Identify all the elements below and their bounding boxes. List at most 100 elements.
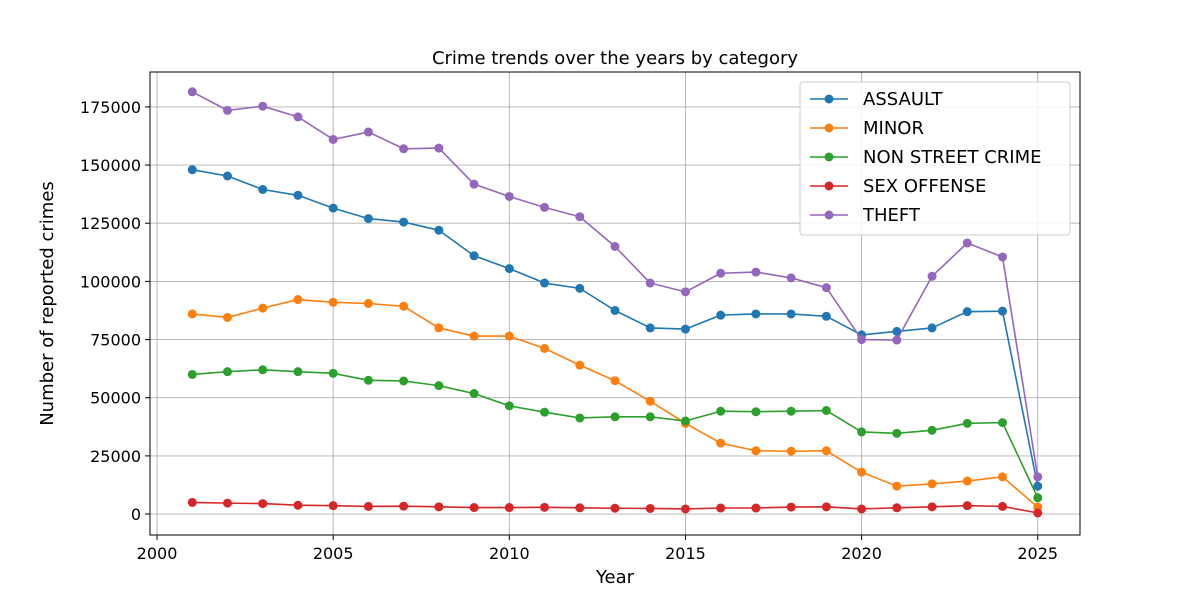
- data-point-non-street-crime: [962, 418, 972, 428]
- data-point-non-street-crime: [293, 367, 303, 377]
- data-point-minor: [469, 331, 479, 341]
- legend-item-theft: THEFT: [810, 205, 921, 226]
- axis-ticks: 2000 2005 2010 2015 2020 2025 0 25000 50000 75000…: [80, 98, 1058, 563]
- data-point-sex-offense: [363, 501, 373, 511]
- data-point-minor: [187, 309, 197, 319]
- data-point-sex-offense: [927, 502, 937, 512]
- data-point-non-street-crime: [258, 365, 268, 375]
- data-point-theft: [187, 87, 197, 97]
- data-point-theft: [540, 202, 550, 212]
- data-point-non-street-crime: [645, 412, 655, 422]
- data-point-non-street-crime: [504, 401, 514, 411]
- data-point-theft: [610, 241, 620, 251]
- data-point-sex-offense: [328, 501, 338, 511]
- data-point-non-street-crime: [469, 389, 479, 399]
- legend-item-non-street-crime: NON STREET CRIME: [810, 147, 1042, 168]
- x-tick-label: 2000: [137, 544, 178, 563]
- legend: ASSAULT MINOR NON STREET CRIME SEX OFFENSE T…: [799, 81, 1071, 236]
- legend-marker: [824, 123, 834, 133]
- chart-title: Crime trends over the years by category: [432, 48, 798, 69]
- data-point-minor: [857, 467, 867, 477]
- data-point-non-street-crime: [328, 368, 338, 378]
- series-assault: [187, 165, 1043, 491]
- data-point-minor: [962, 476, 972, 486]
- data-point-sex-offense: [751, 503, 761, 513]
- data-point-minor: [575, 360, 585, 370]
- data-point-assault: [821, 311, 831, 321]
- data-point-non-street-crime: [399, 376, 409, 386]
- data-point-minor: [998, 472, 1007, 482]
- data-point-theft: [857, 335, 867, 345]
- data-point-minor: [434, 323, 444, 333]
- data-point-sex-offense: [892, 503, 902, 513]
- data-point-minor: [927, 479, 937, 489]
- data-point-assault: [258, 184, 268, 194]
- data-point-theft: [575, 212, 585, 222]
- data-point-non-street-crime: [998, 418, 1007, 428]
- data-point-sex-offense: [399, 501, 409, 511]
- legend-item-minor: MINOR: [810, 118, 924, 139]
- legend-label: THEFT: [862, 205, 921, 226]
- data-point-theft: [645, 278, 655, 288]
- data-point-theft: [223, 105, 232, 115]
- data-point-non-street-crime: [786, 406, 796, 416]
- data-point-sex-offense: [258, 499, 268, 509]
- data-point-sex-offense: [293, 500, 303, 510]
- data-point-sex-offense: [998, 501, 1007, 511]
- data-point-assault: [610, 305, 620, 315]
- data-point-minor: [223, 312, 232, 322]
- data-point-assault: [504, 264, 514, 274]
- data-point-non-street-crime: [223, 367, 232, 377]
- data-point-minor: [610, 376, 620, 386]
- data-point-assault: [998, 306, 1007, 316]
- data-point-non-street-crime: [540, 407, 550, 417]
- data-point-assault: [575, 283, 585, 293]
- data-point-non-street-crime: [751, 407, 761, 417]
- legend-marker: [824, 94, 834, 104]
- data-point-assault: [293, 190, 303, 200]
- data-point-theft: [328, 134, 338, 144]
- data-point-sex-offense: [540, 502, 550, 512]
- x-tick-label: 2025: [1017, 544, 1058, 563]
- series-non-street-crime: [187, 365, 1043, 503]
- plot-frame: [149, 71, 1081, 536]
- data-point-minor: [540, 343, 550, 353]
- data-point-minor: [716, 438, 726, 448]
- data-point-non-street-crime: [892, 428, 902, 438]
- data-point-sex-offense: [1033, 508, 1043, 518]
- data-point-sex-offense: [610, 503, 620, 513]
- legend-marker: [824, 181, 834, 191]
- data-point-assault: [680, 324, 690, 334]
- series-sex-offense: [187, 497, 1043, 518]
- data-point-sex-offense: [223, 498, 232, 508]
- data-point-theft: [293, 112, 303, 122]
- data-point-theft: [998, 252, 1007, 262]
- x-tick-label: 2015: [665, 544, 706, 563]
- data-point-minor: [786, 446, 796, 456]
- data-point-assault: [363, 214, 373, 224]
- data-point-assault: [716, 310, 726, 320]
- data-point-theft: [680, 287, 690, 297]
- data-point-non-street-crime: [363, 375, 373, 385]
- data-point-sex-offense: [575, 503, 585, 513]
- y-tick-label: 150000: [80, 156, 141, 175]
- data-point-assault: [434, 225, 444, 235]
- data-point-minor: [293, 295, 303, 305]
- data-point-non-street-crime: [821, 406, 831, 416]
- series-theft: [187, 87, 1043, 482]
- legend-item-assault: ASSAULT: [810, 89, 944, 110]
- data-point-non-street-crime: [680, 416, 690, 426]
- data-point-assault: [399, 217, 409, 227]
- data-point-sex-offense: [187, 497, 197, 507]
- y-tick-label: 175000: [80, 98, 141, 117]
- legend-item-sex-offense: SEX OFFENSE: [810, 176, 986, 197]
- data-point-sex-offense: [434, 502, 444, 512]
- data-point-assault: [540, 278, 550, 288]
- data-point-assault: [469, 251, 479, 261]
- x-tick-label: 2005: [313, 544, 354, 563]
- data-point-theft: [716, 268, 726, 278]
- data-point-minor: [892, 481, 902, 491]
- y-tick-label: 100000: [80, 272, 141, 291]
- legend-marker: [824, 210, 834, 220]
